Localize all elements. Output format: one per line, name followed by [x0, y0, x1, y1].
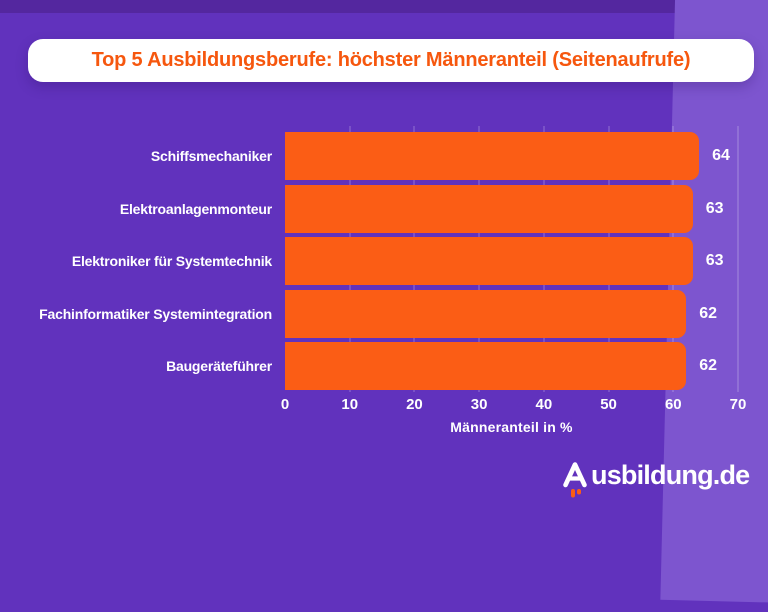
- bar-value-label: 63: [705, 199, 724, 217]
- bar: [285, 289, 687, 338]
- title-card: Top 5 Ausbildungsberufe: höchster Männer…: [28, 39, 754, 82]
- x-tick-60: 60: [664, 396, 682, 413]
- bar: [285, 342, 687, 390]
- gridline-70: [737, 126, 739, 392]
- x-tick-0: 0: [280, 396, 290, 413]
- x-tick-30: 30: [470, 396, 488, 413]
- category-label: Baugeräteführer: [166, 358, 272, 374]
- x-axis-label: Männeranteil in %: [450, 419, 573, 435]
- bar-chart: Männeranteil in % Schiffsmechaniker 64 Ele…: [39, 126, 747, 435]
- category-label: Schiffsmechaniker: [150, 148, 272, 164]
- bar: [285, 184, 693, 233]
- page-title: Top 5 Ausbildungsberufe: höchster Männer…: [91, 49, 691, 71]
- x-tick-20: 20: [406, 396, 423, 413]
- category-label: Fachinformatiker Systemintegration: [39, 305, 272, 322]
- category-label: Elektroanlagenmonteur: [119, 200, 272, 217]
- bar-value-label: 62: [699, 357, 718, 374]
- brand-logo-text: usbildung.de: [591, 460, 750, 490]
- category-label: Elektroniker für Systemtechnik: [71, 253, 272, 269]
- rocket-a-icon: [563, 462, 587, 498]
- bar: [285, 132, 700, 180]
- x-tick-10: 10: [341, 396, 359, 413]
- brand-logo: usbildung.de: [560, 460, 750, 499]
- x-tick-40: 40: [535, 396, 553, 413]
- background-top-strip: [0, 0, 768, 13]
- bar-value-label: 64: [712, 147, 730, 164]
- x-tick-70: 70: [729, 396, 747, 413]
- x-tick-50: 50: [600, 396, 617, 413]
- bar: [285, 237, 693, 285]
- bar-value-label: 62: [699, 304, 718, 322]
- bar-value-label: 63: [705, 252, 724, 269]
